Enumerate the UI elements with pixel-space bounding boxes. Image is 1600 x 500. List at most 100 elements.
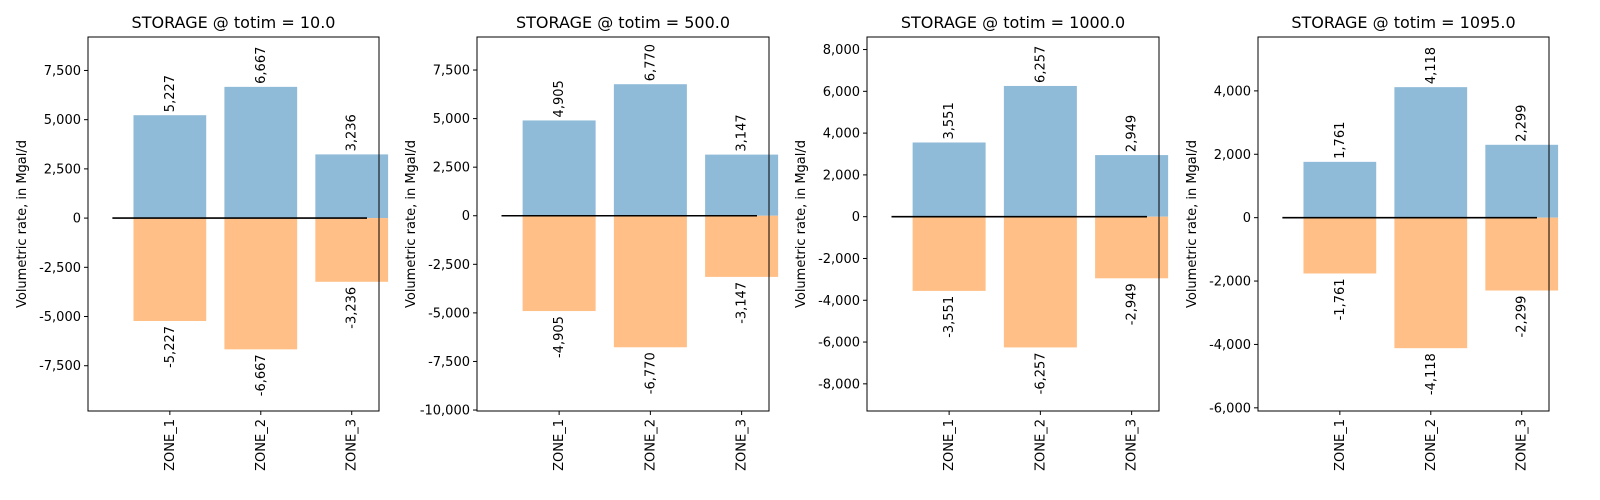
bar-positive-zone_2 [613,84,687,216]
bar-positive-zone_3 [315,154,389,219]
y-tick-label: 0 [73,212,81,227]
chart-title: STORAGE @ totim = 500.0 [516,13,730,32]
bar-negative-zone_2 [613,215,687,348]
y-tick-label: 6,000 [823,85,860,100]
data-label: 5,227 [163,75,178,112]
bar-positive-zone_3 [705,154,779,216]
y-tick-label: -2,000 [818,252,860,267]
data-label: 3,147 [735,114,750,151]
y-tick-label: -6,000 [818,336,860,351]
bar-negative-zone_3 [705,215,779,277]
y-tick-label: 0 [462,209,470,224]
data-label: -5,227 [163,326,178,368]
y-tick-label: 2,000 [1214,148,1251,163]
axes-frame [87,36,380,412]
y-tick-label: 2,000 [823,168,860,183]
data-label: -4,118 [1424,353,1439,395]
y-tick-label: -7,500 [39,359,81,374]
x-tick-label-zone_2: ZONE_2 [254,419,269,471]
chart-panel-2: 4,905 6,770 3,147 -4,905 -6,770 -3,147 -10,000… [404,13,779,471]
y-tick-label: -2,500 [39,261,81,276]
data-label: 6,667 [254,47,269,84]
y-tick-label: 0 [1243,211,1251,226]
data-label: 2,949 [1125,115,1140,152]
y-tick-label: 2,500 [44,162,81,177]
data-label: 4,118 [1424,47,1439,84]
data-label: 3,551 [942,102,957,139]
y-tick-label: -7,500 [428,355,470,370]
y-tick-label: 5,000 [433,112,470,127]
bar-negative-zone_1 [522,215,596,312]
chart-panel-4: 1,761 4,118 2,299 -1,761 -4,118 -2,299 -6,000 -… [1185,13,1559,471]
data-label: -6,770 [643,352,658,394]
y-tick-label: 7,500 [433,64,470,79]
y-tick-label: -2,500 [428,258,470,273]
x-tick-label-zone_1: ZONE_1 [552,419,567,471]
data-label: 3,236 [345,114,360,151]
y-tick-label: 4,000 [823,127,860,142]
y-tick-label: -8,000 [818,377,860,392]
chart-panel-3: 3,551 6,257 2,949 -3,551 -6,257 -2,949 -8,000 -… [794,13,1169,471]
bar-positive-zone_3 [1095,155,1169,217]
y-tick-label: 7,500 [44,64,81,79]
data-label: -3,147 [735,282,750,324]
x-tick-label-zone_3: ZONE_3 [735,419,750,471]
y-tick-label: 5,000 [44,113,81,128]
bar-negative-zone_3 [315,218,389,282]
axes-frame [476,36,770,412]
y-tick-label: -5,000 [428,306,470,321]
y-tick-label: 4,000 [1214,84,1251,99]
x-tick-label-zone_1: ZONE_1 [942,419,957,471]
data-label: -4,905 [552,316,567,358]
x-tick-label-zone_3: ZONE_3 [345,419,360,471]
x-tick-label-zone_2: ZONE_2 [1424,419,1439,471]
bar-negative-zone_3 [1095,216,1169,279]
bar-negative-zone_2 [224,218,298,350]
y-tick-label: 0 [852,210,860,225]
chart-title: STORAGE @ totim = 10.0 [132,13,336,32]
data-label: 6,770 [643,44,658,81]
data-label: -3,551 [942,296,957,338]
data-label: -6,257 [1033,352,1048,394]
x-tick-label-zone_2: ZONE_2 [643,419,658,471]
y-axis-label: Volumetric rate, in Mgal/d [404,140,419,308]
y-tick-label: 8,000 [823,43,860,58]
data-label: -2,949 [1125,283,1140,325]
data-label: 2,299 [1515,105,1530,142]
y-tick-label: 2,500 [433,161,470,176]
data-label: 4,905 [552,80,567,117]
axes-frame [1257,36,1550,412]
bar-negative-zone_2 [1003,216,1077,348]
bar-negative-zone_1 [1303,217,1377,274]
x-tick-label-zone_1: ZONE_1 [163,419,178,471]
axes-frame [866,36,1160,412]
y-tick-label: -6,000 [1209,401,1251,416]
data-label: 1,761 [1333,122,1348,159]
x-tick-label-zone_1: ZONE_1 [1333,419,1348,471]
chart-title: STORAGE @ totim = 1095.0 [1291,13,1515,32]
chart-title: STORAGE @ totim = 1000.0 [901,13,1125,32]
y-tick-label: -2,000 [1209,275,1251,290]
bar-positive-zone_2 [1003,85,1077,217]
chart-panel-1: 5,227 6,667 3,236 -5,227 -6,667 -3,236 -7,500 -… [15,13,389,471]
data-label: -6,667 [254,354,269,396]
bar-negative-zone_1 [133,218,207,321]
bar-positive-zone_3 [1485,144,1559,218]
y-axis-label: Volumetric rate, in Mgal/d [1185,140,1200,308]
data-label: 6,257 [1033,46,1048,83]
y-tick-label: -4,000 [818,294,860,309]
data-label: -3,236 [345,287,360,329]
bar-positive-zone_1 [1303,161,1377,218]
bar-positive-zone_2 [224,86,298,219]
bar-positive-zone_2 [1394,87,1468,218]
x-tick-label-zone_2: ZONE_2 [1033,419,1048,471]
data-label: -1,761 [1333,278,1348,320]
data-label: -2,299 [1515,296,1530,338]
y-tick-label: -4,000 [1209,338,1251,353]
y-tick-label: -5,000 [39,310,81,325]
y-tick-label: -10,000 [420,404,470,419]
bar-negative-zone_3 [1485,217,1559,291]
bar-negative-zone_2 [1394,217,1468,349]
bar-positive-zone_1 [522,120,596,216]
